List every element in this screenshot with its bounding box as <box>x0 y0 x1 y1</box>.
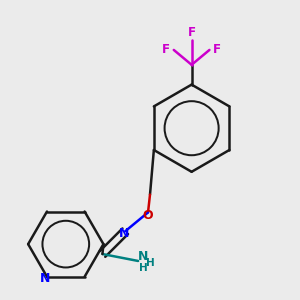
Text: H: H <box>139 263 147 273</box>
Text: O: O <box>143 209 153 222</box>
Text: H: H <box>146 258 154 268</box>
Text: N: N <box>40 272 50 285</box>
Text: F: F <box>162 44 170 56</box>
Text: F: F <box>188 26 196 39</box>
Text: N: N <box>119 227 129 240</box>
Text: N: N <box>138 250 148 262</box>
Text: F: F <box>213 44 221 56</box>
